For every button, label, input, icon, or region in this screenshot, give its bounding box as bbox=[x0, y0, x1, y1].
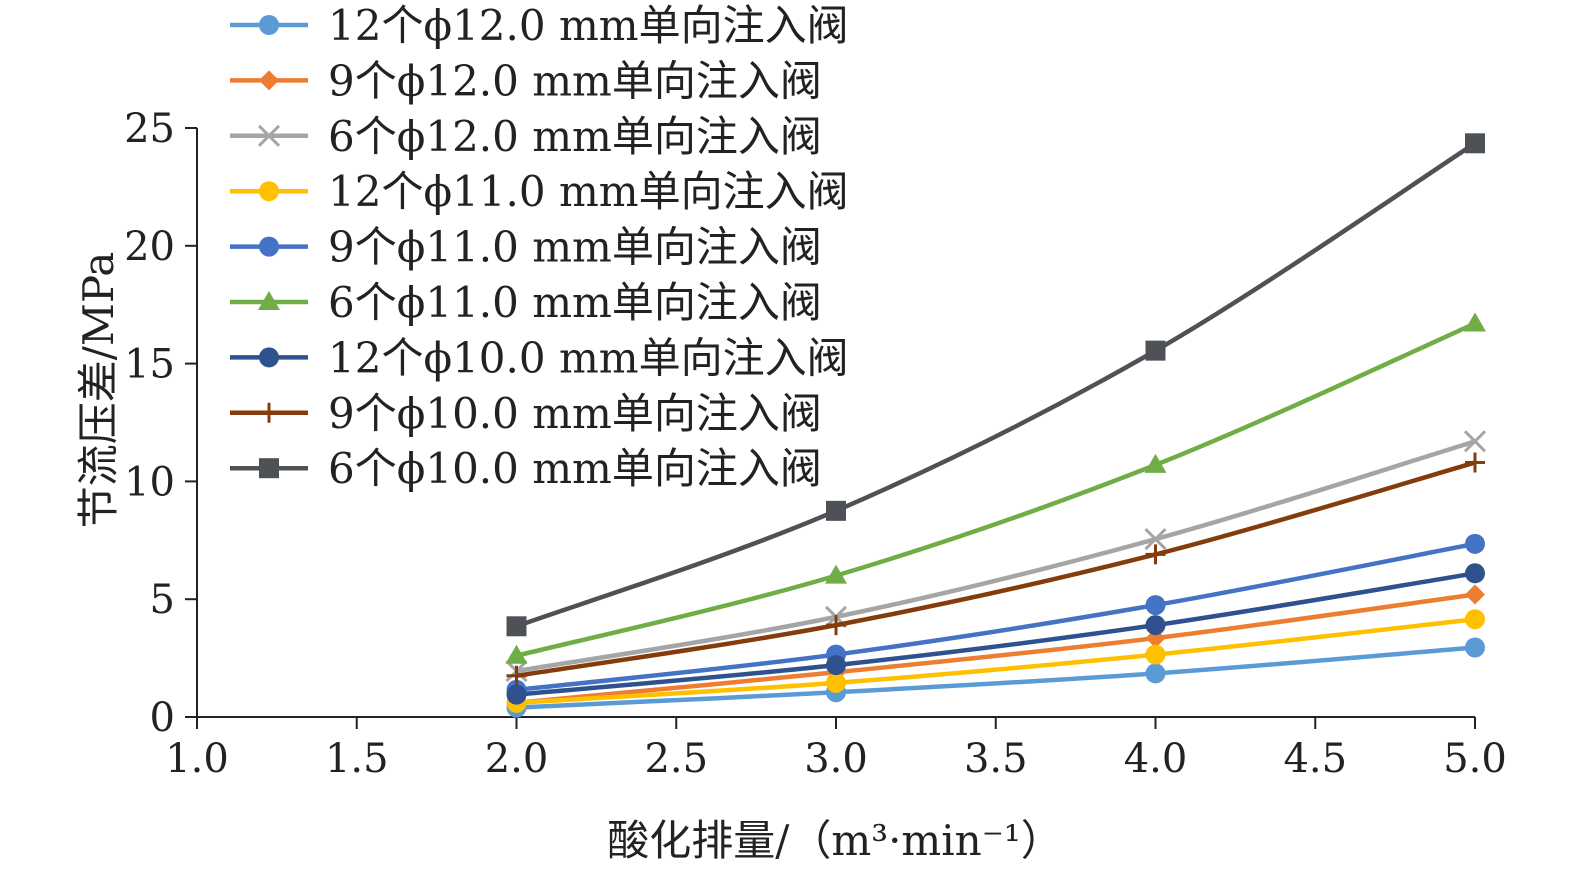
data-point bbox=[1465, 637, 1485, 658]
series-line bbox=[514, 571, 1478, 697]
data-point bbox=[1465, 563, 1485, 584]
legend-label: 6个ϕ10.0 mm单向注入阀 bbox=[328, 444, 822, 493]
legend-label: 6个ϕ11.0 mm单向注入阀 bbox=[328, 278, 822, 327]
series-group bbox=[505, 133, 1487, 718]
x-tick-label: 4.0 bbox=[1124, 736, 1188, 782]
x-tick-label: 2.5 bbox=[644, 736, 708, 782]
data-point bbox=[506, 616, 527, 637]
x-tick-label: 5.0 bbox=[1443, 736, 1507, 782]
legend-marker bbox=[259, 347, 279, 368]
series-6 bbox=[506, 563, 1485, 705]
series-line bbox=[514, 645, 1478, 710]
legend-marker bbox=[259, 181, 279, 202]
x-tick-label: 3.0 bbox=[804, 736, 868, 782]
data-point bbox=[826, 500, 846, 521]
series-line bbox=[514, 321, 1478, 658]
series-line bbox=[514, 616, 1478, 706]
data-point bbox=[826, 672, 846, 693]
legend-label: 12个ϕ12.0 mm单向注入阀 bbox=[328, 1, 849, 50]
x-tick-label: 4.5 bbox=[1283, 736, 1347, 782]
data-point bbox=[825, 564, 847, 584]
legend-item: 9个ϕ11.0 mm单向注入阀 bbox=[230, 223, 822, 272]
data-point bbox=[826, 615, 846, 636]
data-point bbox=[1145, 663, 1166, 684]
data-point bbox=[1145, 644, 1166, 665]
data-point bbox=[1145, 615, 1166, 636]
x-tick-label: 2.0 bbox=[485, 736, 549, 782]
data-point bbox=[1144, 453, 1167, 473]
legend-marker bbox=[259, 236, 279, 257]
series-line bbox=[514, 541, 1478, 693]
legend-item: 12个ϕ10.0 mm单向注入阀 bbox=[230, 333, 849, 382]
data-point bbox=[826, 655, 846, 676]
y-tick-label: 0 bbox=[150, 695, 175, 741]
data-point bbox=[506, 665, 527, 686]
legend-item: 9个ϕ12.0 mm单向注入阀 bbox=[230, 56, 822, 105]
data-point bbox=[1145, 595, 1166, 616]
legend-label: 9个ϕ12.0 mm单向注入阀 bbox=[328, 56, 822, 105]
data-point bbox=[1465, 452, 1485, 473]
x-tick-label: 1.5 bbox=[325, 736, 389, 782]
y-tick-label: 5 bbox=[150, 577, 175, 623]
legend-label: 9个ϕ10.0 mm单向注入阀 bbox=[328, 389, 822, 438]
legend-label: 6个ϕ12.0 mm单向注入阀 bbox=[328, 112, 822, 161]
data-point bbox=[1465, 133, 1485, 154]
data-point bbox=[1465, 533, 1485, 554]
series-2 bbox=[505, 430, 1487, 683]
legend-label: 9个ϕ11.0 mm单向注入阀 bbox=[328, 223, 822, 272]
legend-item: 6个ϕ11.0 mm单向注入阀 bbox=[230, 278, 822, 327]
y-tick-label: 15 bbox=[124, 342, 175, 388]
y-tick-label: 10 bbox=[124, 459, 175, 505]
legend-marker bbox=[258, 291, 280, 310]
y-axis-title: 节流压差/MPa bbox=[74, 252, 123, 529]
legend: 12个ϕ12.0 mm单向注入阀 9个ϕ12.0 mm单向注入阀 6个ϕ12.0 m… bbox=[230, 1, 849, 493]
series-line bbox=[514, 592, 1478, 706]
y-tick-label: 20 bbox=[124, 224, 175, 270]
series-line bbox=[514, 439, 1478, 674]
series-5 bbox=[505, 312, 1486, 664]
legend-item: 6个ϕ12.0 mm单向注入阀 bbox=[230, 112, 822, 161]
data-point bbox=[506, 684, 527, 705]
series-8 bbox=[506, 133, 1485, 637]
legend-marker bbox=[257, 124, 281, 147]
data-point bbox=[1145, 544, 1166, 565]
x-axis-title: 酸化排量/（m³·min⁻¹） bbox=[607, 816, 1062, 865]
legend-item: 12个ϕ12.0 mm单向注入阀 bbox=[230, 1, 849, 50]
data-point bbox=[1465, 584, 1485, 605]
legend-item: 12个ϕ11.0 mm单向注入阀 bbox=[230, 167, 849, 216]
legend-marker bbox=[259, 70, 279, 91]
legend-marker bbox=[259, 402, 279, 423]
series-line bbox=[514, 141, 1478, 629]
legend-label: 12个ϕ11.0 mm单向注入阀 bbox=[328, 167, 849, 216]
legend-label: 12个ϕ10.0 mm单向注入阀 bbox=[328, 333, 849, 382]
data-point bbox=[1464, 312, 1486, 332]
series-line bbox=[514, 460, 1478, 679]
x-tick-label: 3.5 bbox=[964, 736, 1028, 782]
legend-item: 6个ϕ10.0 mm单向注入阀 bbox=[230, 444, 822, 493]
series-7 bbox=[506, 452, 1485, 686]
series-4 bbox=[506, 533, 1485, 700]
data-point bbox=[1463, 430, 1487, 453]
data-point bbox=[1144, 528, 1167, 551]
x-tick-label: 1.0 bbox=[165, 736, 229, 782]
legend-item: 9个ϕ10.0 mm单向注入阀 bbox=[230, 389, 822, 438]
data-point bbox=[505, 644, 528, 664]
data-point bbox=[1465, 609, 1485, 630]
legend-marker bbox=[259, 15, 279, 35]
axes: 1.0 1.5 2.0 2.5 3.0 3.5 4.0 4.5 5.0 0 5 10 15 20 25 bbox=[124, 106, 1507, 782]
data-point bbox=[1145, 340, 1166, 361]
y-tick-label: 25 bbox=[124, 106, 175, 152]
legend-marker bbox=[259, 458, 279, 479]
